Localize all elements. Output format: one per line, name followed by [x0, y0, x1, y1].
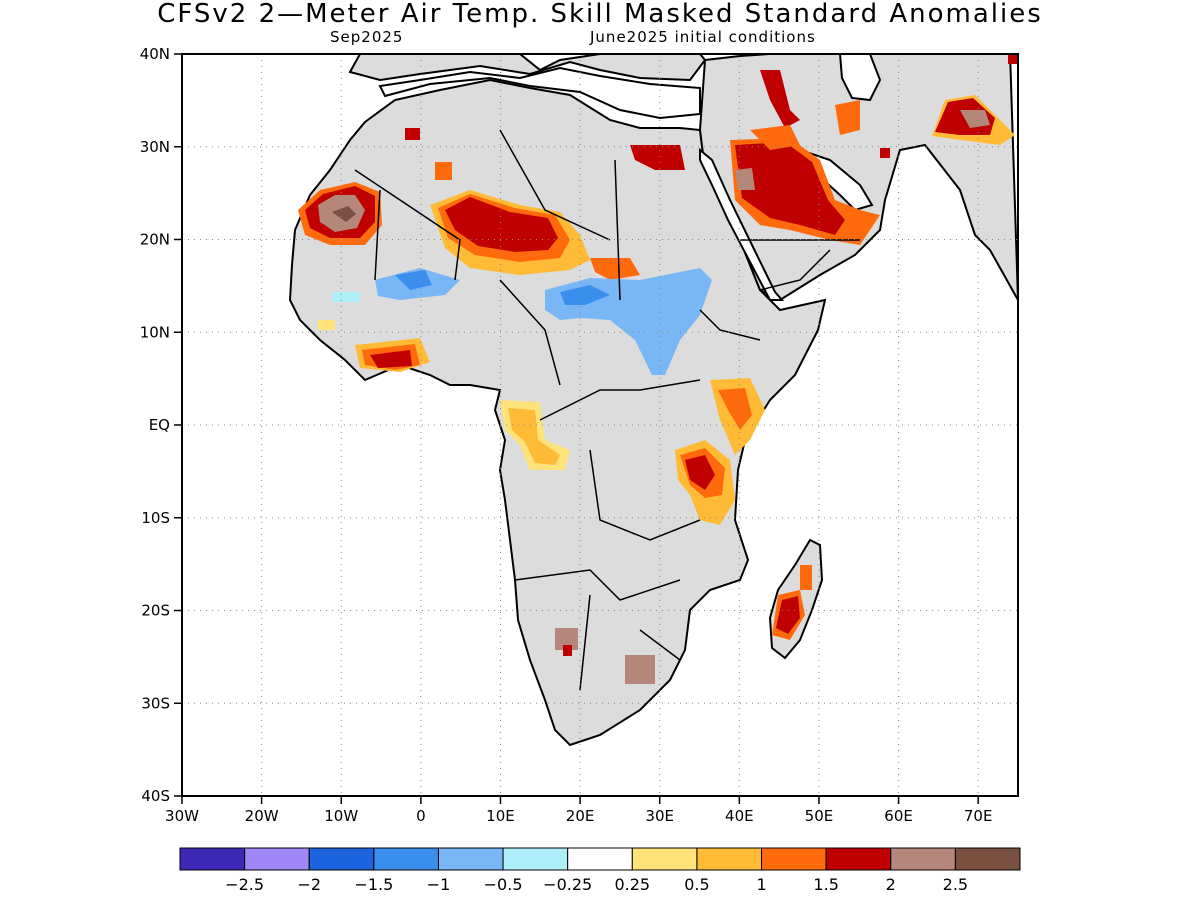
- map-title: CFSv2 2—Meter Air Temp. Skill Masked Sta…: [157, 0, 1043, 29]
- red-sea: [699, 147, 785, 301]
- lon-tick-label: 10E: [486, 807, 515, 825]
- lon-tick-label: 20W: [245, 807, 279, 825]
- colorbar-swatch: [567, 847, 633, 871]
- lat-tick-label: EQ: [149, 416, 170, 434]
- colorbar-label: −0.5: [484, 875, 523, 894]
- lat-tick-label: 40N: [140, 45, 170, 63]
- lon-tick-label: 30E: [645, 807, 674, 825]
- lat-tick-label: 20S: [141, 602, 170, 620]
- country-borders: [354, 129, 860, 691]
- colorbar-swatch: [825, 847, 892, 871]
- lat-tick-label: 20N: [140, 231, 170, 249]
- colorbar-label: 1.5: [813, 875, 838, 894]
- colorbar-swatch: [502, 847, 569, 871]
- colorbar-label: −1: [427, 875, 451, 894]
- colorbar-label: 2: [886, 875, 896, 894]
- lon-tick-label: 40E: [725, 807, 754, 825]
- lat-lon-grid: [182, 54, 1018, 796]
- lon-tick-label: 10W: [324, 807, 358, 825]
- colorbar-swatch: [954, 847, 1021, 871]
- lat-tick-label: 10N: [140, 323, 170, 341]
- anomaly-patches: [298, 54, 1018, 684]
- map-body: [182, 54, 1018, 796]
- lon-tick-label: 70E: [964, 807, 993, 825]
- mediterranean-sea: [378, 66, 701, 120]
- initial-conditions: June2025 initial conditions: [590, 28, 816, 46]
- lon-tick-label: 20E: [566, 807, 595, 825]
- colorbar-swatch: [696, 847, 763, 871]
- colorbar-swatch: [890, 847, 956, 871]
- colorbar-swatch: [437, 847, 504, 871]
- lat-tick-label: 30N: [140, 138, 170, 156]
- colorbar-label: −0.25: [543, 875, 592, 894]
- lon-tick-label: 50E: [805, 807, 834, 825]
- colorbar: −2.5 −2 −1.5 −1 −0.5 −0.25 0.25 0.5 1 1.5 2 2.5: [179, 847, 1021, 894]
- forecast-month: Sep2025: [330, 28, 404, 46]
- colorbar-label: −2.5: [225, 875, 264, 894]
- colorbar-swatch: [308, 847, 375, 871]
- colorbar-label: −2: [297, 875, 321, 894]
- colorbar-swatch: [631, 847, 698, 871]
- colorbar-swatch: [761, 847, 827, 871]
- lon-tick-label: 30W: [165, 807, 199, 825]
- axes: 40N 30N 20N 10N EQ 10S 20S 30S 40S 30W 20W 10W 0 10E 2…: [140, 45, 993, 825]
- colorbar-label: 0.5: [684, 875, 709, 894]
- lon-tick-label: 0: [416, 807, 426, 825]
- lat-tick-label: 10S: [141, 509, 170, 527]
- caspian-sea: [838, 54, 882, 102]
- lon-tick-label: 60E: [884, 807, 913, 825]
- colorbar-label: −1.5: [354, 875, 393, 894]
- colorbar-label: 1: [756, 875, 766, 894]
- lat-tick-label: 30S: [141, 694, 170, 712]
- colorbar-swatch: [373, 847, 439, 871]
- cool-anomaly-patches: [332, 268, 712, 375]
- colorbar-swatch: [179, 847, 246, 871]
- lat-tick-label: 40S: [141, 787, 170, 805]
- colorbar-label: 0.25: [614, 875, 650, 894]
- europe-landmass: [348, 54, 707, 82]
- colorbar-swatch: [244, 847, 310, 871]
- colorbar-label: 2.5: [943, 875, 968, 894]
